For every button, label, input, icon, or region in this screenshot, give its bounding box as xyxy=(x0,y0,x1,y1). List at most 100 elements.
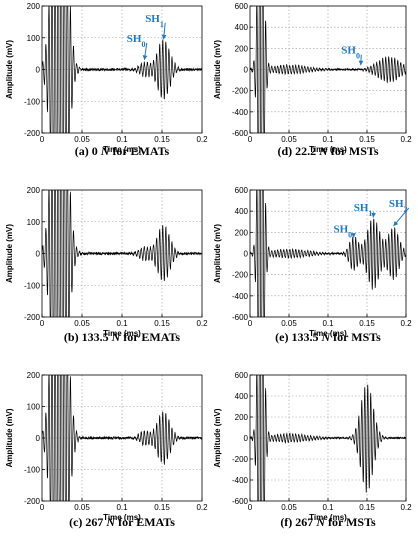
panel-a-0n-emats: 0 0.05 0.1 0.15 0.2 -200 -100 0 100 200 Time (ms) A… xyxy=(5,2,208,158)
y-tick-label: 200 xyxy=(27,186,41,195)
x-tick-label: 0 xyxy=(248,503,253,512)
y-tick-label: 100 xyxy=(27,34,41,43)
x-tick-label: 0.2 xyxy=(400,319,412,328)
y-axis-label: Amplitude (mV) xyxy=(5,408,14,467)
panel-f-267n-msts: 0 0.05 0.1 0.15 0.2 -600 -400 -200 0 200 400 600 Tim… xyxy=(213,371,412,529)
y-tick-label: -200 xyxy=(232,87,249,96)
y-tick-label: 0 xyxy=(244,66,249,75)
x-tick-label: 0.2 xyxy=(196,503,208,512)
y-tick-label: 200 xyxy=(235,44,249,53)
y-tick-label: -200 xyxy=(24,313,41,322)
x-tick-label: 0.2 xyxy=(196,135,208,144)
panel-b-133-5n-emats: 0 0.05 0.1 0.15 0.2 -200 -100 0 100 200 Time (ms) A… xyxy=(5,186,208,344)
x-axis-label: Time (ms) xyxy=(309,513,347,522)
annotation-arrowhead xyxy=(351,232,356,238)
signal-trace xyxy=(42,375,202,501)
y-tick-label: -200 xyxy=(232,455,249,464)
y-tick-label: -600 xyxy=(232,313,249,322)
mode-label-sh1: SH1 xyxy=(145,13,164,29)
x-tick-label: 0.1 xyxy=(116,319,128,328)
panel-c-267n-emats: 0 0.05 0.1 0.15 0.2 -200 -100 0 100 200 Time (ms) A… xyxy=(5,371,208,529)
mode-label-sh2: SH2 xyxy=(389,198,408,214)
x-tick-label: 0 xyxy=(40,135,45,144)
y-axis-label: Amplitude (mV) xyxy=(213,40,222,99)
x-tick-label: 0.1 xyxy=(322,503,334,512)
mode-label-sh0: SH0 xyxy=(333,223,352,239)
x-tick-label: 0 xyxy=(248,319,253,328)
x-tick-label: 0.2 xyxy=(400,503,412,512)
y-tick-label: -200 xyxy=(24,497,41,506)
y-tick-label: 400 xyxy=(235,392,249,401)
panel-caption: (a) 0 N for EMATs xyxy=(75,144,170,158)
y-tick-label: 400 xyxy=(235,23,249,32)
y-tick-label: 600 xyxy=(235,2,249,11)
y-tick-label: 0 xyxy=(244,250,249,259)
x-axis-label: Time (ms) xyxy=(103,513,141,522)
annotation-arrowhead xyxy=(142,55,148,60)
y-tick-label: 200 xyxy=(27,371,41,380)
x-tick-label: 0.05 xyxy=(281,503,297,512)
x-tick-label: 0.05 xyxy=(74,135,90,144)
y-tick-label: -400 xyxy=(232,108,249,117)
annotation-arrowhead xyxy=(161,34,167,40)
y-tick-label: -400 xyxy=(232,292,249,301)
x-tick-label: 0.2 xyxy=(400,135,412,144)
mode-label-sh0: SH0 xyxy=(341,45,360,61)
y-axis-label: Amplitude (mV) xyxy=(5,224,14,283)
panel-caption: (f) 267 N for MSTs xyxy=(280,515,376,529)
x-axis-label: Time (ms) xyxy=(103,145,141,154)
y-tick-label: 600 xyxy=(235,371,249,380)
y-tick-label: -200 xyxy=(232,271,249,280)
annotation-arrowhead xyxy=(393,220,399,226)
y-tick-label: 400 xyxy=(235,207,249,216)
y-tick-label: 200 xyxy=(27,2,41,11)
y-tick-label: 0 xyxy=(244,434,249,443)
y-tick-label: -600 xyxy=(232,129,249,138)
x-tick-label: 0.05 xyxy=(281,135,297,144)
x-tick-label: 0.05 xyxy=(74,319,90,328)
y-tick-label: -100 xyxy=(24,466,41,475)
y-axis-label: Amplitude (mV) xyxy=(5,40,14,99)
signal-trace xyxy=(42,6,202,133)
y-tick-label: 100 xyxy=(27,218,41,227)
x-tick-label: 0.15 xyxy=(359,503,375,512)
panel-caption: (c) 267 N for EMATs xyxy=(69,515,175,529)
y-tick-label: -100 xyxy=(24,281,41,290)
x-tick-label: 0.1 xyxy=(322,135,334,144)
x-tick-label: 0.15 xyxy=(359,319,375,328)
y-tick-label: -400 xyxy=(232,476,249,485)
signal-trace xyxy=(250,6,406,133)
x-tick-label: 0.1 xyxy=(116,503,128,512)
panel-d-22-2n-msts: 0 0.05 0.1 0.15 0.2 -600 -400 -200 0 200 400 600 Tim… xyxy=(213,2,412,158)
panel-caption: (b) 133.5 N for EMATs xyxy=(64,330,180,344)
signal-trace xyxy=(250,375,406,501)
x-tick-label: 0 xyxy=(248,135,253,144)
annotation-arrowhead xyxy=(371,212,377,218)
y-tick-label: 600 xyxy=(235,186,249,195)
annotation-arrowhead xyxy=(358,60,364,66)
x-tick-label: 0.15 xyxy=(154,503,170,512)
y-tick-label: -600 xyxy=(232,497,249,506)
x-tick-label: 0.15 xyxy=(154,135,170,144)
y-tick-label: 200 xyxy=(235,228,249,237)
panel-caption: (d) 22.2 N for MSTs xyxy=(277,144,378,158)
x-tick-label: 0 xyxy=(40,319,45,328)
y-tick-label: 200 xyxy=(235,413,249,422)
signal-trace xyxy=(250,190,406,317)
x-axis-label: Time (ms) xyxy=(103,329,141,338)
x-axis-label: Time (ms) xyxy=(309,329,347,338)
x-tick-label: 0.05 xyxy=(281,319,297,328)
x-tick-label: 0.15 xyxy=(359,135,375,144)
x-tick-label: 0.05 xyxy=(74,503,90,512)
y-tick-label: 0 xyxy=(36,434,41,443)
y-axis-label: Amplitude (mV) xyxy=(213,408,222,467)
x-axis-label: Time (ms) xyxy=(309,145,347,154)
y-tick-label: 0 xyxy=(36,66,41,75)
y-tick-label: -200 xyxy=(24,129,41,138)
mode-label-sh0: SH0 xyxy=(127,33,146,49)
x-tick-label: 0 xyxy=(40,503,45,512)
x-tick-label: 0.1 xyxy=(116,135,128,144)
x-tick-label: 0.15 xyxy=(154,319,170,328)
y-tick-label: 100 xyxy=(27,403,41,412)
